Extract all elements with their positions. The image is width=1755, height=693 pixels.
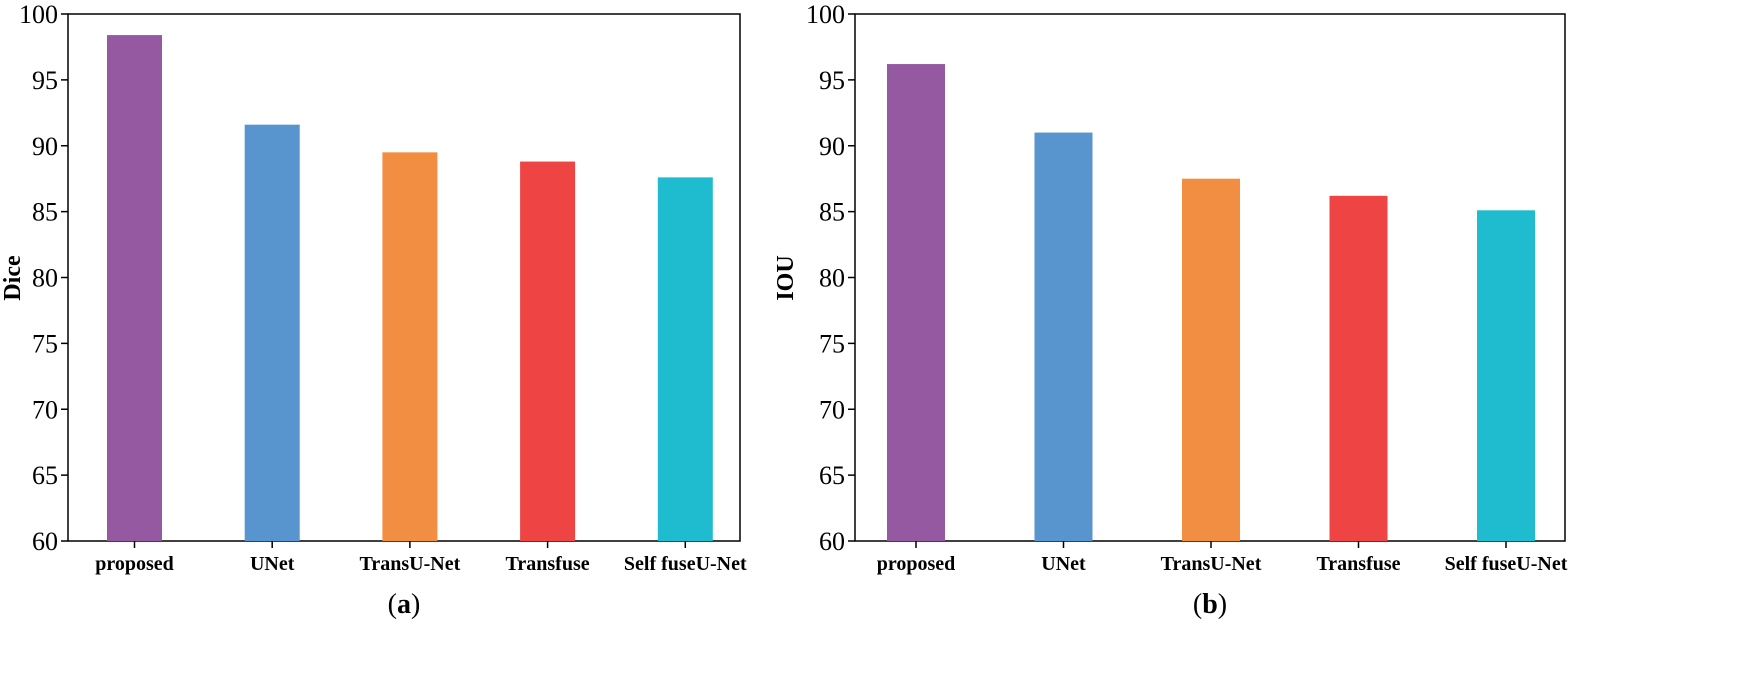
bar-b-transu-net (1182, 178, 1240, 541)
y-tick-label-b: 100 (806, 0, 845, 29)
y-tick-label-b: 95 (819, 66, 845, 95)
y-tick-label-b: 85 (819, 198, 845, 227)
x-tick-label-b: proposed (877, 553, 956, 575)
y-tick-label-a: 70 (32, 395, 58, 424)
y-tick-label-b: 60 (819, 527, 845, 556)
y-axis-title-b: IOU (773, 255, 799, 300)
y-tick-label-a: 100 (19, 0, 58, 29)
y-tick-label-b: 80 (819, 264, 845, 293)
panel-caption-a: (a) (388, 589, 421, 620)
y-tick-label-a: 85 (32, 198, 58, 227)
chart-panel-a: Dice (a) 60 65 70 75 80 85 90 95 100 proposed UNet… (0, 0, 747, 620)
y-tick-label-a: 60 (32, 527, 58, 556)
y-tick-label-b: 65 (819, 461, 845, 490)
bar-a-proposed (107, 35, 162, 542)
x-tick-label-a: Transfuse (506, 553, 590, 575)
panel-caption-b: (b) (1193, 589, 1227, 620)
x-tick-label-a: Self fuseU-Net (624, 553, 747, 575)
x-tick-label-b: TransU-Net (1161, 553, 1262, 575)
y-tick-label-a: 95 (32, 66, 58, 95)
bar-a-unet (244, 124, 300, 542)
bar-a-self-fuseu-net (657, 177, 713, 541)
y-tick-label-a: 90 (32, 132, 58, 161)
y-tick-label-b: 70 (819, 395, 845, 424)
y-tick-label-a: 75 (32, 329, 58, 358)
x-tick-label-a: TransU-Net (360, 553, 461, 575)
x-tick-label-b: Transfuse (1316, 553, 1400, 575)
x-tick-label-a: proposed (95, 553, 174, 575)
y-tick-label-a: 80 (32, 264, 58, 293)
bar-b-self-fuseu-net (1477, 210, 1535, 541)
bar-a-transu-net (382, 152, 438, 541)
y-tick-label-a: 65 (32, 461, 58, 490)
x-tick-label-a: UNet (250, 553, 295, 575)
bar-a-transfuse (520, 161, 576, 541)
y-tick-label-b: 90 (819, 132, 845, 161)
bar-b-proposed (887, 64, 945, 541)
y-tick-label-b: 75 (819, 329, 845, 358)
x-tick-label-b: UNet (1041, 553, 1086, 575)
bar-b-unet (1034, 132, 1093, 541)
y-axis-title-a: Dice (0, 255, 26, 301)
bar-b-transfuse (1329, 195, 1388, 541)
x-tick-label-b: Self fuseU-Net (1445, 553, 1568, 575)
chart-panel-b: IOU (b) 60 65 70 75 80 85 90 95 100 proposed UNet T… (773, 0, 1568, 620)
